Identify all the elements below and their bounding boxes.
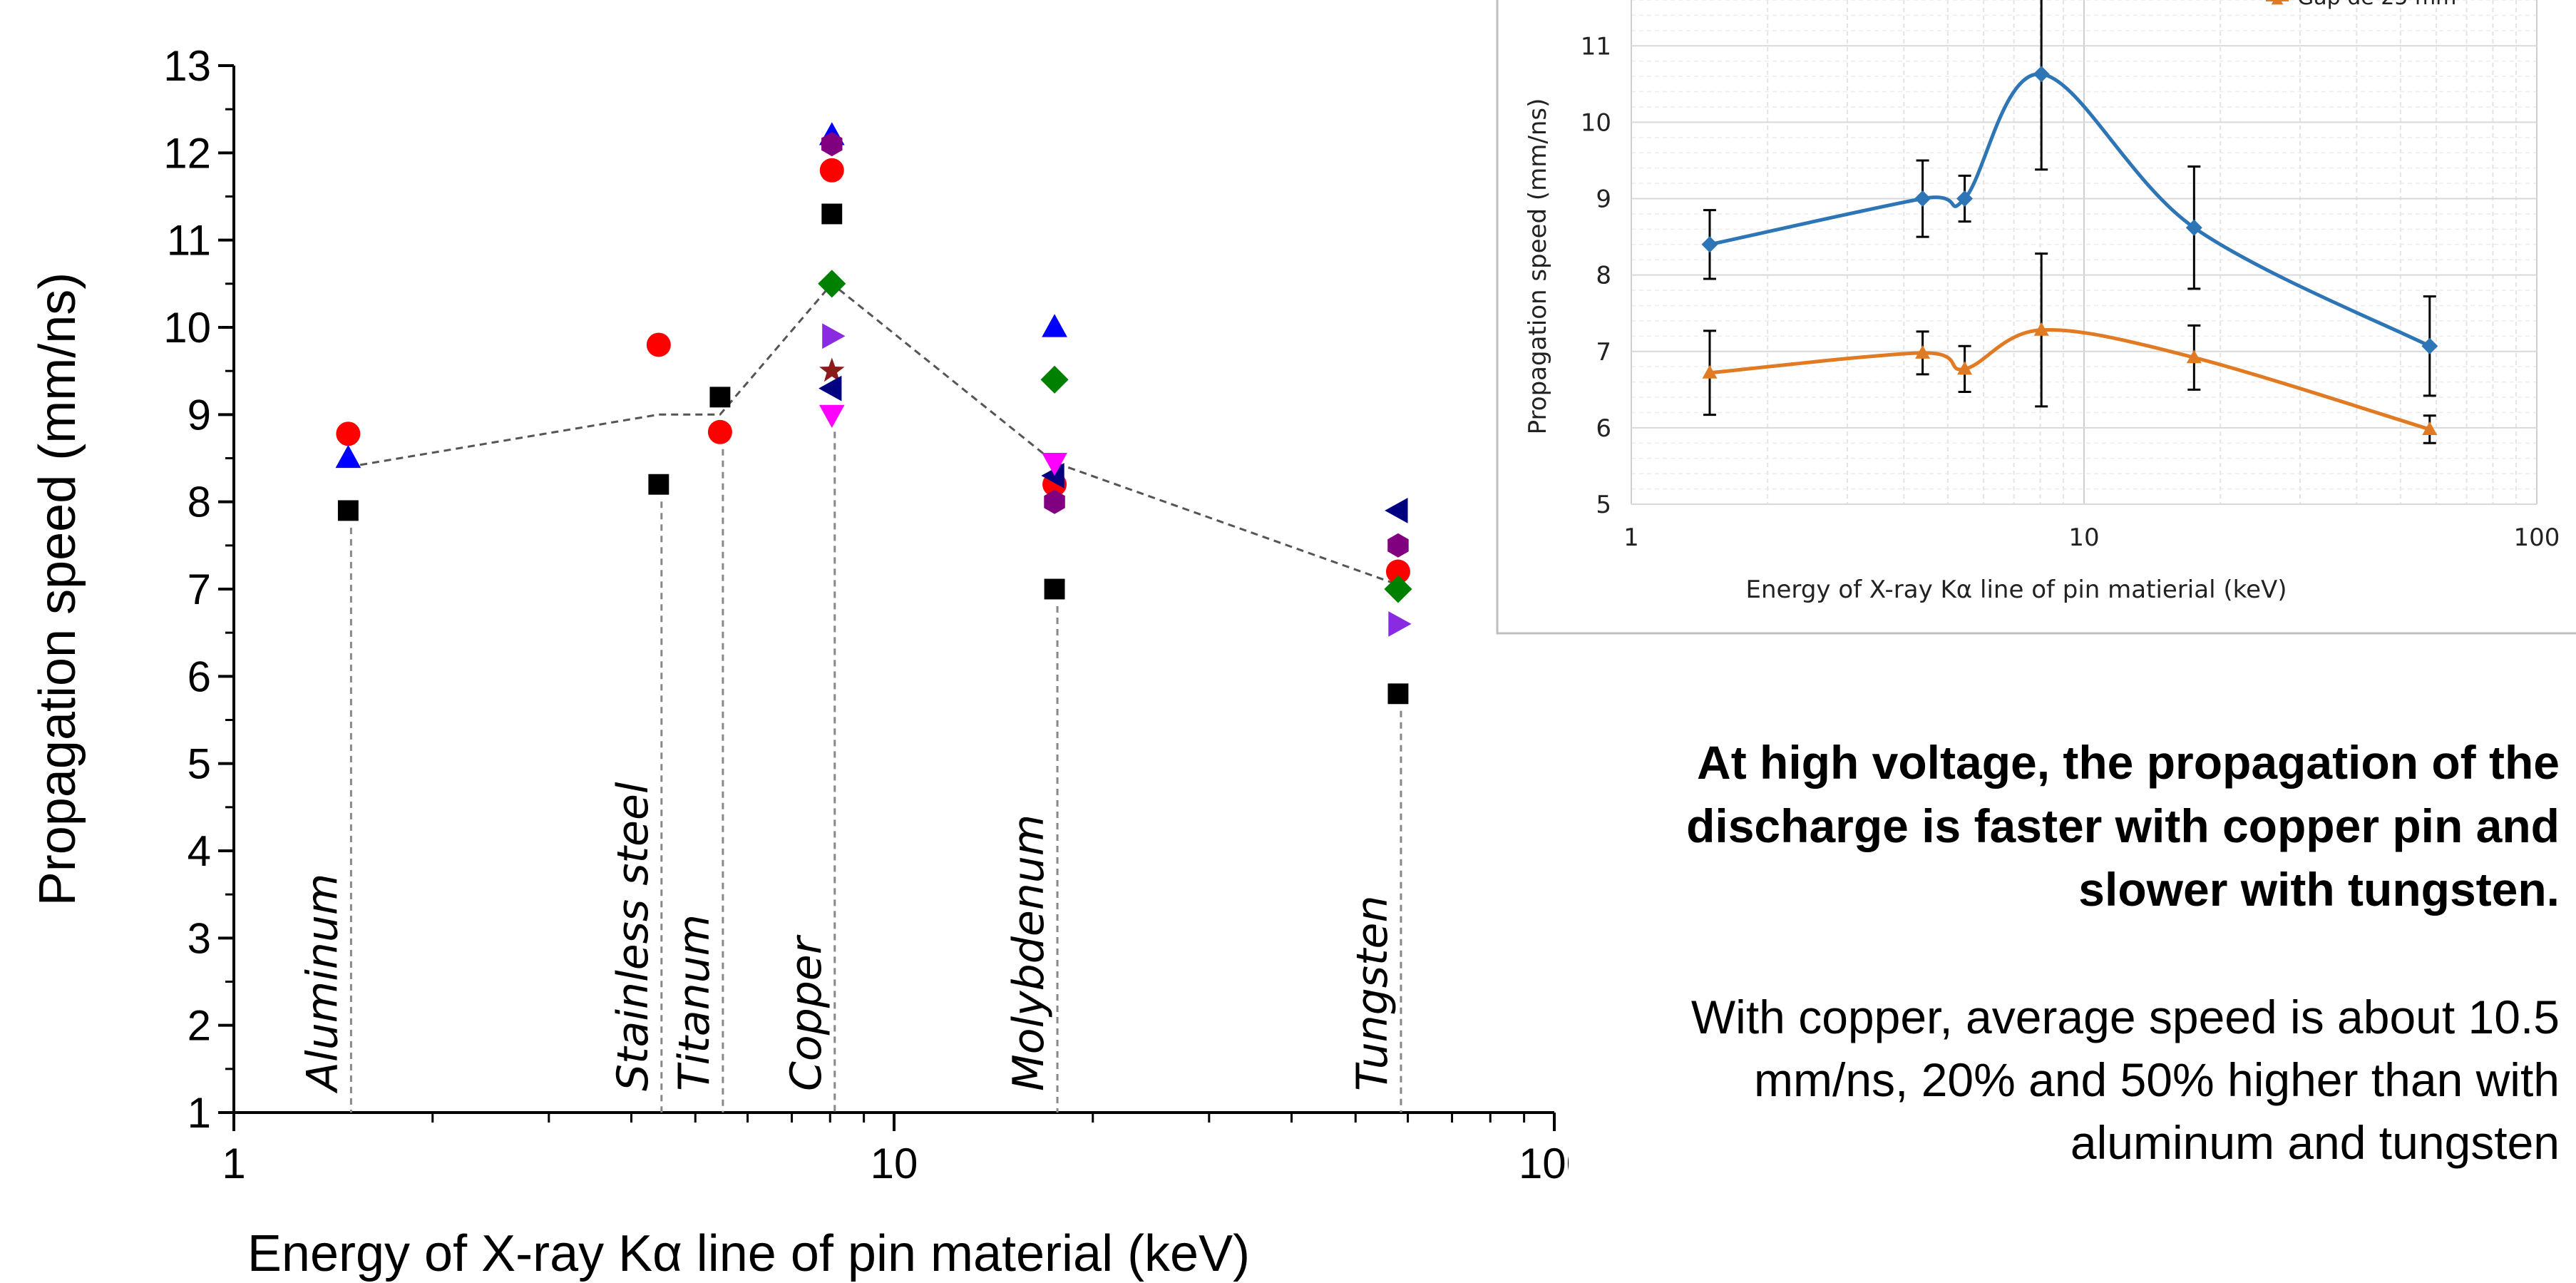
- data-point-square: [648, 474, 669, 495]
- data-point-star: [819, 357, 845, 382]
- y-tick-label: 1: [188, 1089, 211, 1137]
- material-label: Copper: [781, 934, 831, 1091]
- y-tick-label: 4: [188, 827, 211, 875]
- data-point-diamond: [818, 270, 846, 298]
- y-tick-label: 7: [188, 566, 211, 613]
- headline-text: At high voltage, the propagation of the …: [1686, 736, 2560, 916]
- x-tick-label: 10: [871, 1140, 918, 1187]
- y-tick-label: 3: [188, 914, 211, 962]
- series-1-marker: [2185, 219, 2202, 236]
- legend-label: Gap de 25 mm: [2297, 0, 2456, 10]
- series-2-marker: [2422, 421, 2438, 435]
- summary-text: With copper, average speed is about 10.5…: [1690, 991, 2560, 1169]
- y-tick-label: 12: [163, 129, 211, 177]
- data-point-triangle-left: [1385, 498, 1408, 523]
- y-tick-label: 10: [163, 304, 211, 352]
- data-point-circle: [819, 158, 844, 183]
- data-point-circle: [336, 421, 361, 446]
- x-tick-label: 100: [1519, 1140, 1569, 1187]
- data-point-square: [337, 500, 359, 521]
- series-2-marker: [2186, 349, 2202, 364]
- series-2-marker: [1915, 344, 1931, 359]
- legend-marker: [2271, 0, 2284, 5]
- average-speed-line: [348, 282, 1399, 586]
- data-point-hexagon: [1044, 489, 1065, 514]
- inset-x-tick-label: 10: [2068, 523, 2099, 552]
- data-point-triangle-left: [1041, 463, 1064, 489]
- series-2-marker: [1957, 361, 1973, 375]
- material-label: Titanum: [669, 914, 719, 1091]
- y-tick-label: 9: [188, 391, 211, 439]
- inset-y-tick-label: 11: [1581, 32, 1611, 61]
- data-point-triangle-left: [819, 375, 842, 402]
- material-label: Molybdenum: [1004, 814, 1054, 1091]
- material-label: Tungsten: [1348, 896, 1397, 1091]
- y-tick-label: 5: [188, 740, 211, 788]
- data-point-triangle-down: [819, 404, 845, 428]
- inset-y-tick-label: 10: [1581, 108, 1611, 137]
- series-1-marker: [2033, 66, 2050, 83]
- y-tick-label: 8: [188, 479, 211, 526]
- series-2-marker: [2033, 322, 2049, 336]
- data-point-square: [1044, 578, 1065, 600]
- data-point-triangle-up: [335, 444, 361, 469]
- data-point-triangle-up: [1042, 314, 1067, 337]
- data-point-circle: [707, 419, 732, 444]
- series-1-marker: [1701, 236, 1718, 253]
- y-tick-label: 2: [188, 1002, 211, 1050]
- series-line-1: [1709, 72, 2431, 348]
- series-1-marker: [2421, 337, 2438, 354]
- data-point-diamond: [1040, 365, 1069, 394]
- material-label: Stainless steel: [608, 782, 658, 1091]
- x-tick-label: 1: [222, 1140, 245, 1187]
- series-1-marker: [1956, 190, 1974, 207]
- y-tick-label: 6: [188, 653, 211, 700]
- material-label: Aluminum: [297, 874, 347, 1094]
- y-axis-title: Propagation speed (mm/ns): [29, 272, 86, 906]
- inset-y-axis-title: Propagation speed (mm/ns): [1524, 98, 1552, 435]
- data-point-square: [1387, 683, 1409, 705]
- y-tick-label: 13: [163, 42, 211, 90]
- series-1-marker: [1914, 190, 1931, 207]
- inset-x-tick-label: 1: [1623, 523, 1639, 552]
- inset-y-tick-label: 5: [1596, 491, 1611, 519]
- inset-frame: [1496, 0, 2576, 635]
- inset-y-tick-label: 8: [1596, 262, 1611, 290]
- data-point-hexagon: [1387, 533, 1409, 558]
- series-2-marker: [1702, 364, 1718, 379]
- data-point-triangle-down: [1042, 453, 1067, 476]
- series-line-2: [1709, 328, 2431, 431]
- y-tick-label: 11: [167, 217, 211, 265]
- data-point-square: [709, 387, 731, 408]
- data-point-circle: [1385, 559, 1410, 584]
- inset-y-tick-label: 9: [1596, 185, 1611, 214]
- data-point-triangle-right: [822, 323, 846, 349]
- inset-y-tick-label: 7: [1596, 338, 1611, 367]
- x-axis-title: Energy of X-ray Kα line of pin material …: [247, 1225, 1250, 1282]
- data-point-circle: [646, 332, 671, 357]
- data-point-square: [821, 203, 843, 225]
- data-point-diamond: [1384, 575, 1412, 603]
- data-point-triangle-right: [1388, 611, 1412, 637]
- inset-x-axis-title: Energy of X-ray Kα line of pin matierial…: [1745, 576, 2287, 604]
- data-point-hexagon: [821, 132, 843, 157]
- main-scatter-chart: 12345678910111213110100Energy of X-ray K…: [29, 42, 1569, 1282]
- inset-x-tick-label: 100: [2514, 523, 2560, 552]
- inset-y-tick-label: 6: [1596, 414, 1611, 443]
